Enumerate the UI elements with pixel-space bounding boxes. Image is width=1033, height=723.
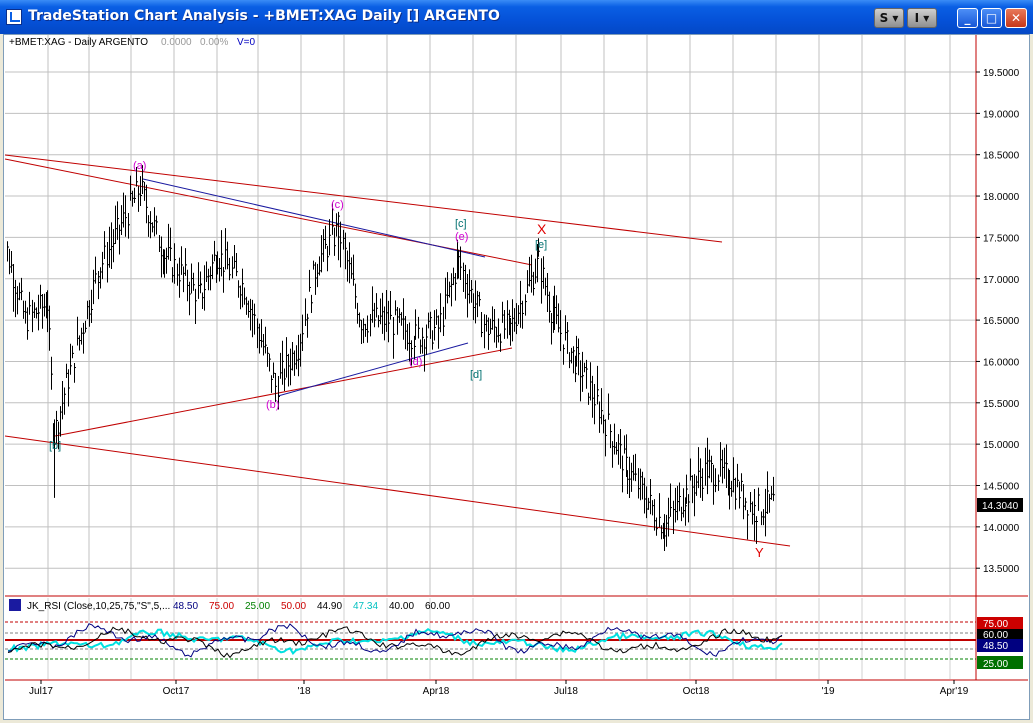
wave-label-id: [d] bbox=[470, 369, 482, 381]
blue-upper-line bbox=[142, 178, 486, 258]
wave-label-X: X bbox=[537, 221, 547, 237]
time-tick-label: Jul18 bbox=[554, 686, 578, 697]
indicator-value: 75.00 bbox=[209, 601, 234, 612]
time-tick-label: Apr18 bbox=[423, 686, 450, 697]
indicator-value: 60.00 bbox=[425, 601, 450, 612]
price-tick-label: 14.5000 bbox=[983, 482, 1020, 493]
upper-channel-line bbox=[4, 154, 723, 243]
indicator-value: 50.00 bbox=[281, 601, 306, 612]
rsi-25-label: 25.00 bbox=[983, 659, 1008, 670]
rsi-60-label: 60.00 bbox=[983, 630, 1008, 641]
price-tick-label: 17.0000 bbox=[983, 275, 1020, 286]
wave-label-ib: [b] bbox=[49, 440, 61, 452]
close-button[interactable]: ✕ bbox=[1005, 8, 1027, 28]
time-axis: Jul17 Oct17 '18 Apr18 Jul18 Oct18 '19 Apr'19 bbox=[29, 680, 969, 697]
chart-change: 0.0000 bbox=[161, 37, 192, 48]
rsi-current-tag bbox=[977, 639, 1023, 652]
price-tick-label: 16.5000 bbox=[983, 316, 1020, 327]
price-tick-label: 15.0000 bbox=[983, 440, 1020, 451]
wave-label-ic: [c] bbox=[455, 218, 467, 230]
price-tick-label: 17.5000 bbox=[983, 233, 1020, 244]
last-price-tag bbox=[977, 498, 1023, 512]
price-tick-label: 13.5000 bbox=[983, 564, 1020, 575]
chart-volume: V=0 bbox=[237, 37, 256, 48]
wave-label-Y: Y bbox=[755, 545, 764, 560]
price-tick-label: 16.0000 bbox=[983, 357, 1020, 368]
rsi-75-tag bbox=[977, 617, 1023, 629]
price-tick-label: 15.5000 bbox=[983, 399, 1020, 410]
maximize-button[interactable]: □ bbox=[981, 8, 1002, 28]
blue-lower-line bbox=[277, 342, 469, 397]
s-dropdown-button[interactable]: S ▾ bbox=[874, 8, 904, 28]
indicator-icon bbox=[9, 599, 21, 611]
price-bars bbox=[7, 165, 775, 551]
time-tick-label: Oct17 bbox=[163, 686, 190, 697]
triangle-lower-line bbox=[54, 347, 513, 437]
i-dropdown-button[interactable]: I ▾ bbox=[907, 8, 937, 28]
minimize-button[interactable]: _ bbox=[957, 8, 978, 28]
wave-label-ie: [e] bbox=[535, 239, 547, 251]
wave-label-a: (a) bbox=[133, 160, 146, 172]
app-icon bbox=[6, 9, 22, 25]
rsi-current-label: 48.50 bbox=[983, 641, 1008, 652]
price-tick-label: 18.0000 bbox=[983, 192, 1020, 203]
rsi-slow-line bbox=[7, 626, 783, 659]
trendlines bbox=[4, 154, 791, 547]
lower-channel-line bbox=[4, 435, 791, 547]
last-price: 14.3040 bbox=[982, 501, 1019, 512]
price-axis: 19.5000 19.0000 18.5000 18.0000 17.5000 17.00… bbox=[976, 68, 1020, 575]
time-tick-label: '18 bbox=[297, 686, 310, 697]
indicator-values: 48.50 75.00 25.00 50.00 44.90 47.34 40.00 60.00 bbox=[173, 601, 450, 612]
wave-label-c: (c) bbox=[331, 199, 344, 211]
price-tick-label: 19.5000 bbox=[983, 68, 1020, 79]
indicator-value: 47.34 bbox=[353, 601, 378, 612]
time-tick-label: '19 bbox=[821, 686, 834, 697]
chart-symbol: +BMET:XAG - Daily ARGENTO bbox=[9, 37, 148, 48]
wave-labels: (a) (b) (c) (d) (e) [b] [c] [d] [e] X Y bbox=[49, 160, 764, 560]
rsi-lines bbox=[7, 623, 783, 659]
indicator-value: 40.00 bbox=[389, 601, 414, 612]
price-tick-label: 14.0000 bbox=[983, 523, 1020, 534]
rsi-75-label: 75.00 bbox=[983, 619, 1008, 630]
chart-pct: 0.00% bbox=[200, 37, 228, 48]
rsi-signal-line bbox=[7, 627, 783, 656]
time-tick-label: Oct18 bbox=[683, 686, 710, 697]
wave-label-b: (b) bbox=[266, 399, 279, 411]
indicator-value: 44.90 bbox=[317, 601, 342, 612]
window-title: TradeStation Chart Analysis - +BMET:XAG … bbox=[28, 8, 500, 24]
indicator-value: 48.50 bbox=[173, 601, 198, 612]
indicator-name: JK_RSI (Close,10,25,75,"S",5,... bbox=[27, 601, 170, 612]
time-tick-label: Apr'19 bbox=[940, 686, 969, 697]
price-tick-label: 19.0000 bbox=[983, 109, 1020, 120]
rsi-60-tag bbox=[977, 629, 1023, 639]
chart-grid bbox=[5, 35, 976, 679]
rsi-25-tag bbox=[977, 656, 1023, 669]
price-tick-label: 18.5000 bbox=[983, 151, 1020, 162]
triangle-upper-line bbox=[4, 158, 533, 266]
wave-label-d: (d) bbox=[409, 356, 422, 368]
wave-label-e: (e) bbox=[455, 231, 468, 243]
indicator-value: 25.00 bbox=[245, 601, 270, 612]
time-tick-label: Jul17 bbox=[29, 686, 53, 697]
window-titlebar[interactable]: TradeStation Chart Analysis - +BMET:XAG … bbox=[0, 0, 1033, 34]
